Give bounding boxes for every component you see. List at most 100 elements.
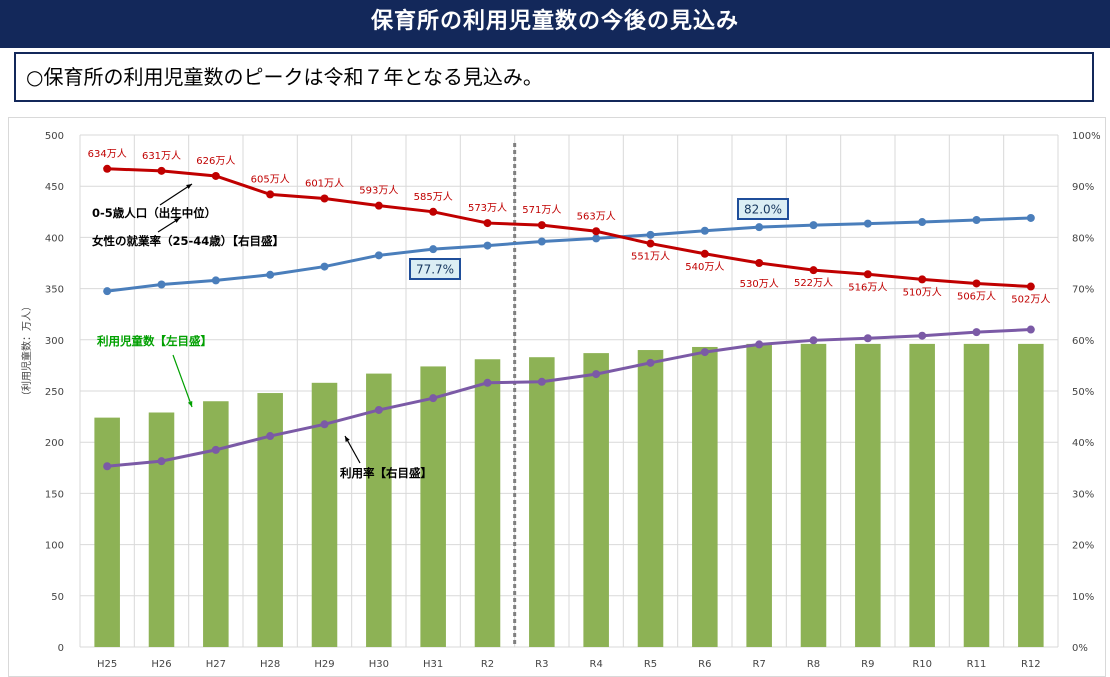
y-right-tick-label: 30% — [1072, 489, 1094, 500]
population-data-label: 563万人 — [577, 210, 616, 222]
usage-rate-point — [646, 358, 655, 367]
y-right-tick-label: 60% — [1072, 336, 1094, 347]
bar-annotation: 利用児童数【左目盛】 — [96, 334, 212, 348]
usage-rate-point — [755, 340, 764, 349]
x-tick-label: H31 — [423, 659, 443, 670]
bar-H25 — [94, 417, 120, 647]
y-right-tick-label: 70% — [1072, 285, 1094, 296]
x-tick-label: H29 — [314, 659, 334, 670]
y-left-tick-label: 0 — [58, 643, 64, 654]
summary-text: ○保育所の利用児童数のピークは令和７年となる見込み。 — [26, 65, 543, 89]
y-left-tick-label: 500 — [45, 131, 64, 142]
y-left-tick-label: 300 — [45, 336, 64, 347]
callout-h31-text: 77.7% — [416, 263, 454, 277]
x-tick-label: R3 — [535, 659, 548, 670]
x-tick-label: R9 — [861, 659, 874, 670]
population-data-label: 585万人 — [414, 191, 453, 203]
callout-r7-box — [737, 198, 789, 220]
usage-rate-point — [592, 370, 601, 379]
bar-R3 — [529, 357, 555, 647]
population-point — [211, 171, 220, 180]
y-left-tick-label: 450 — [45, 182, 64, 193]
population-data-label: 510万人 — [903, 286, 942, 298]
population-data-label: 551万人 — [631, 251, 670, 263]
employment-arrowhead — [174, 218, 180, 223]
bar-annotation-arrow — [172, 354, 193, 408]
employment-rate-point — [266, 270, 275, 279]
bar-R2 — [474, 359, 501, 647]
population-point — [320, 194, 329, 203]
bar-R4 — [583, 353, 609, 647]
employment-rate-point — [700, 226, 709, 235]
employment-rate-point — [592, 234, 601, 243]
population-point — [103, 164, 112, 173]
callout-h31-box — [409, 258, 461, 280]
usage-rate-point — [374, 405, 383, 414]
population-point — [863, 270, 872, 279]
x-tick-label: R6 — [698, 659, 711, 670]
usage-rate-point — [1026, 325, 1035, 334]
population-data-label: 601万人 — [305, 177, 344, 189]
employment-rate-point — [537, 237, 546, 246]
bar-R12 — [1018, 343, 1044, 647]
employment-rate-point — [863, 219, 872, 228]
usage-rate-point — [103, 462, 112, 471]
usage-rate-point — [157, 457, 166, 466]
population-data-label: 626万人 — [196, 155, 235, 167]
y-left-tick-label: 250 — [45, 387, 64, 398]
population-data-label: 605万人 — [251, 173, 290, 185]
x-tick-label: R8 — [807, 659, 820, 670]
usage-rate-point — [429, 394, 438, 403]
employment-rate-point — [211, 276, 220, 285]
x-tick-label: H27 — [206, 659, 226, 670]
population-data-label: 522万人 — [794, 277, 833, 289]
population-point — [157, 166, 166, 175]
bar-R7 — [746, 343, 772, 647]
x-tick-label: R5 — [644, 659, 657, 670]
bar-R11 — [963, 343, 990, 647]
population-data-label: 502万人 — [1011, 294, 1050, 306]
population-data-label: 516万人 — [848, 281, 887, 293]
population-data-label: 631万人 — [142, 150, 181, 162]
population-point — [592, 227, 601, 236]
x-tick-label: R10 — [912, 659, 932, 670]
population-point — [374, 201, 383, 210]
header-underline — [0, 44, 1110, 48]
x-tick-label: H25 — [97, 659, 117, 670]
employment-rate-point — [483, 241, 492, 250]
usage-rate-line — [107, 328, 1031, 468]
population-data-label: 571万人 — [522, 204, 561, 216]
population-arrowhead — [186, 184, 192, 189]
usage-rate-point — [320, 420, 329, 429]
y-left-tick-label: 400 — [45, 233, 64, 244]
usage-rate-point — [972, 328, 981, 337]
population-data-label: 506万人 — [957, 290, 996, 302]
bar-R6 — [692, 346, 718, 647]
employment-rate-point — [103, 287, 112, 296]
population-point — [266, 190, 275, 199]
y-right-tick-label: 0% — [1072, 643, 1088, 654]
y-right-tick-label: 80% — [1072, 233, 1094, 244]
usage-annotation: 利用率【右目盛】 — [339, 466, 432, 480]
population-point — [646, 239, 655, 248]
summary-box: ○保育所の利用児童数のピークは令和７年となる見込み。 — [14, 52, 1094, 102]
population-point — [537, 221, 546, 230]
y-right-tick-label: 50% — [1072, 387, 1094, 398]
x-tick-label: H28 — [260, 659, 280, 670]
employment-annotation: 女性の就業率（25-44歳）【右目盛】 — [92, 234, 284, 248]
population-data-label: 593万人 — [359, 185, 398, 197]
x-tick-label: H30 — [369, 659, 389, 670]
usage-rate-point — [266, 432, 275, 441]
population-data-label: 540万人 — [685, 261, 724, 273]
usage-rate-point — [918, 331, 927, 340]
y-right-tick-label: 100% — [1072, 131, 1101, 142]
bar-H28 — [257, 393, 283, 647]
y-left-tick-label: 50 — [51, 592, 64, 603]
employment-rate-point — [918, 218, 927, 227]
population-point — [972, 279, 981, 288]
usage-rate-point — [700, 348, 709, 357]
population-annotation-arrow — [159, 183, 193, 206]
bar-R9 — [855, 343, 881, 647]
y-left-axis-label: （利用児童数：万人） — [20, 301, 33, 401]
